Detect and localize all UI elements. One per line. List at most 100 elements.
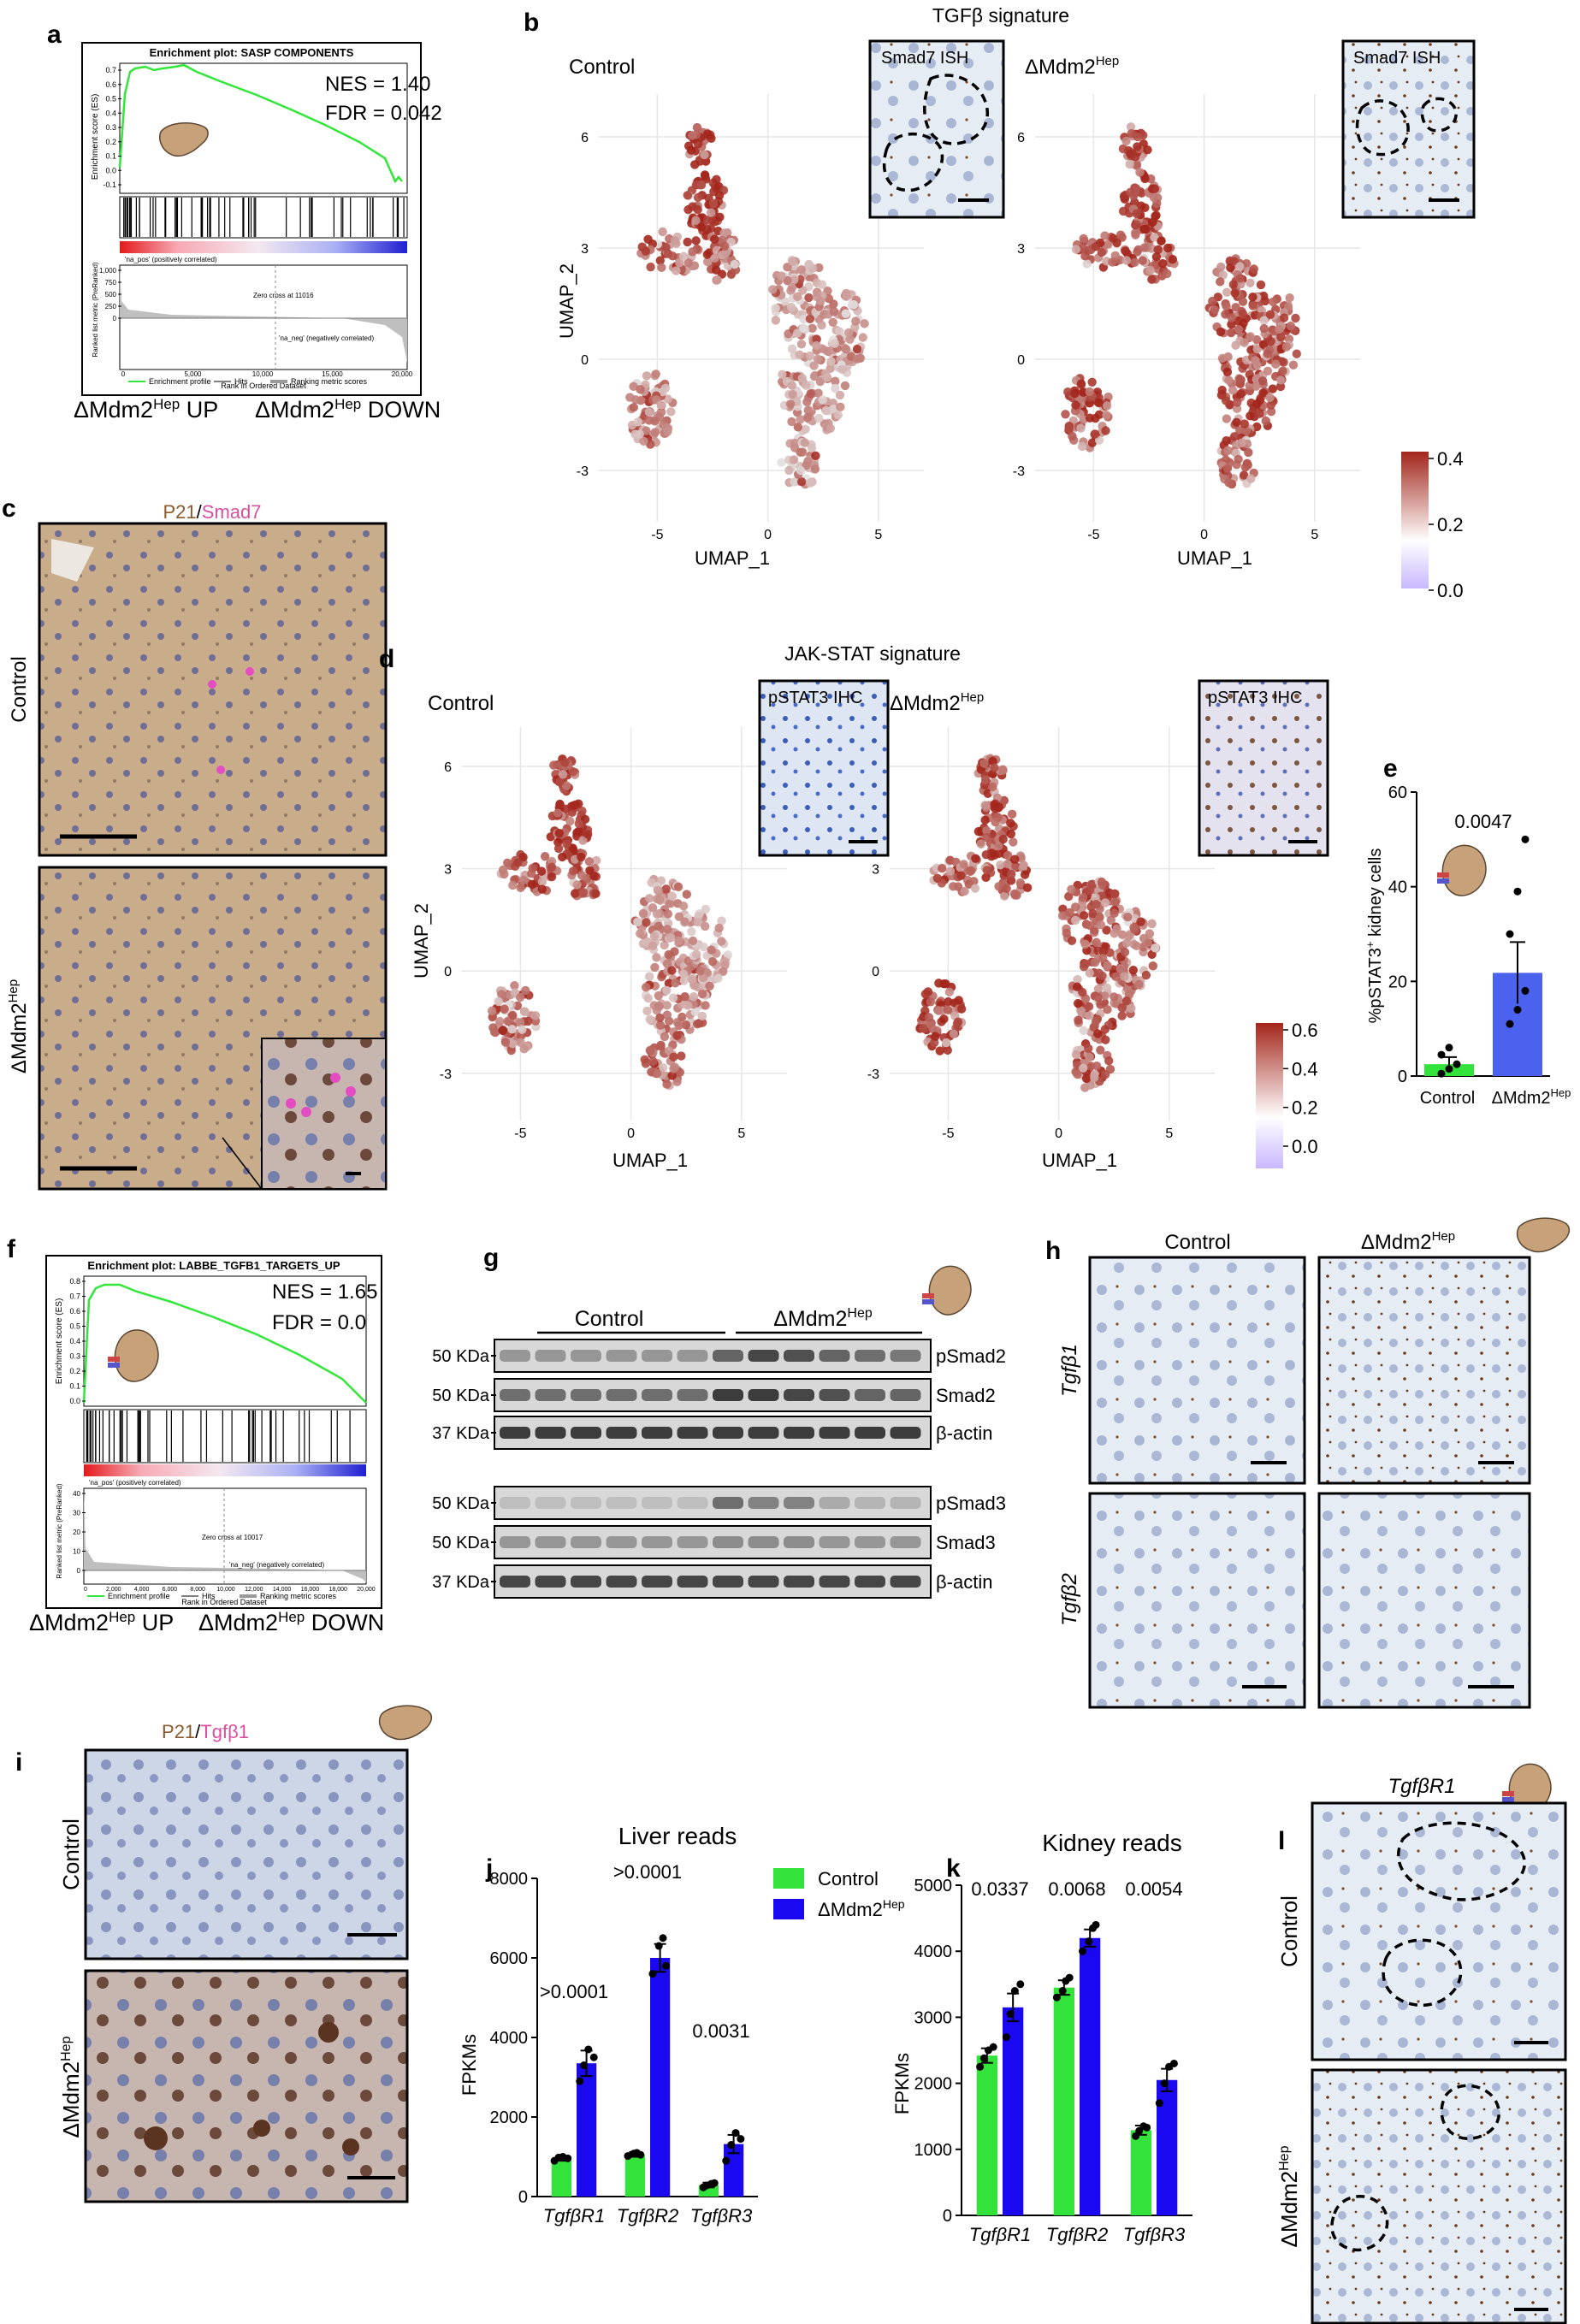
panel-j: j Liver reads FPKMs 0 2000 4000 6000 8000 Tgf…	[459, 1823, 905, 2226]
cell-point	[796, 264, 807, 275]
ish-image-control	[1312, 1803, 1565, 2060]
cell-point	[1228, 280, 1239, 289]
cell-point	[835, 390, 845, 400]
cell-point	[1151, 943, 1160, 953]
cell-point	[1085, 387, 1094, 397]
cell-point	[678, 969, 689, 979]
cell-point	[506, 1045, 516, 1056]
cell-point	[644, 407, 654, 417]
row-label-mutant: ΔMdm2Hep	[1276, 2145, 1302, 2247]
data-point	[662, 1961, 671, 1970]
y-tick-label: 0	[581, 353, 589, 368]
y-tick-label: -3	[867, 1067, 879, 1082]
smad7-dot	[208, 680, 216, 689]
cell-point	[818, 395, 827, 405]
cell-point	[787, 417, 796, 427]
cell-point	[1132, 209, 1141, 218]
cell-point	[702, 257, 713, 267]
cell-point	[1226, 263, 1235, 273]
data-point	[989, 2043, 997, 2051]
kidney-icon	[1437, 844, 1487, 896]
blot-band	[500, 1350, 530, 1362]
tick-label: 0.0	[105, 166, 116, 174]
cell-point	[1120, 972, 1129, 981]
data-point	[1521, 835, 1530, 843]
cell-point	[998, 766, 1008, 775]
cell-point	[1111, 972, 1121, 982]
data-point	[624, 2152, 632, 2161]
x-tick-label: 5	[1311, 528, 1318, 542]
cell-point	[672, 1031, 682, 1040]
data-point	[1506, 1020, 1514, 1028]
kidney-icon	[1502, 1763, 1552, 1813]
cell-point	[778, 370, 787, 379]
panel-letter: d	[379, 645, 394, 673]
cell-point	[1072, 982, 1082, 991]
tick-label: 0.5	[105, 95, 116, 103]
cell-point	[1210, 305, 1220, 315]
blot-band	[677, 1350, 708, 1362]
cell-point	[1012, 890, 1021, 900]
tick-label: 0.7	[69, 1292, 80, 1301]
data-point	[584, 2045, 593, 2054]
cell-point	[1291, 313, 1300, 323]
panel-b: b TGFβ signature Control ΔMdm2Hep 6 3 0 -3 -…	[524, 4, 1476, 601]
cell-point	[515, 992, 525, 1002]
cell-point	[1266, 337, 1275, 346]
blot-band	[890, 1427, 921, 1439]
band-label: β-actin	[936, 1571, 992, 1593]
cell-point	[1073, 1069, 1082, 1079]
cell-point	[1115, 230, 1126, 239]
cell-point	[652, 953, 661, 962]
cell-point	[1263, 349, 1272, 358]
cell-point	[784, 465, 794, 476]
panel-g: g Control ΔMdm2Hep 50 KDa pSmad2 50 KDa Sma…	[432, 1244, 1006, 1599]
cell-point	[1078, 387, 1088, 397]
x-tick-label: -5	[942, 1127, 954, 1141]
cell-point	[956, 871, 966, 880]
bar	[1080, 1937, 1101, 2215]
cell-point	[826, 357, 836, 366]
band-label: Smad2	[936, 1385, 996, 1406]
tick-label: 14,000	[273, 1587, 292, 1593]
cell-point	[786, 303, 796, 312]
cell-point	[1224, 376, 1234, 385]
cell-point	[1157, 258, 1168, 269]
blot-band	[713, 1389, 743, 1401]
cell-point	[1259, 291, 1269, 301]
cell-point	[1117, 1002, 1127, 1013]
category-label: TgfβR3	[1123, 2224, 1186, 2245]
cell-point	[591, 855, 601, 866]
cell-point	[1217, 353, 1228, 364]
legend-label-mutant: ΔMdm2Hep	[818, 1897, 905, 1920]
data-point	[1521, 986, 1530, 995]
x-tick-label: 5	[1165, 1127, 1173, 1141]
smad7-dot	[216, 766, 225, 774]
cell-point	[656, 400, 666, 410]
cell-point	[651, 370, 660, 379]
cell-point	[1243, 460, 1252, 470]
cell-point	[1292, 349, 1302, 358]
smad7-inset-mutant: Smad7 ISH	[1341, 39, 1476, 219]
ish-image	[1319, 1493, 1530, 1707]
cell-point	[799, 323, 808, 333]
data-point	[1155, 2099, 1163, 2108]
cell-point	[1239, 470, 1249, 480]
cell-point	[1266, 400, 1275, 410]
cell-point	[1085, 1011, 1094, 1020]
cell-point	[1070, 388, 1080, 399]
cell-point	[500, 1004, 509, 1014]
cell-point	[518, 875, 529, 885]
blot-band	[819, 1427, 850, 1439]
cell-point	[1090, 429, 1100, 439]
cell-point	[954, 996, 964, 1005]
svg-text:Enrichment profile: Enrichment profile	[108, 1592, 170, 1600]
cell-point	[988, 782, 997, 792]
es-tick-labels: 0.8 0.7 0.6 0.5 0.4 0.3 0.2 0.1 0.0	[69, 1277, 86, 1405]
cell-point	[939, 1014, 949, 1024]
cell-point	[1229, 257, 1240, 266]
liver-icon	[159, 121, 209, 157]
blot-band	[855, 1576, 885, 1588]
svg-text:Ranking metric scores: Ranking metric scores	[260, 1592, 337, 1600]
cell-point	[643, 993, 653, 1003]
